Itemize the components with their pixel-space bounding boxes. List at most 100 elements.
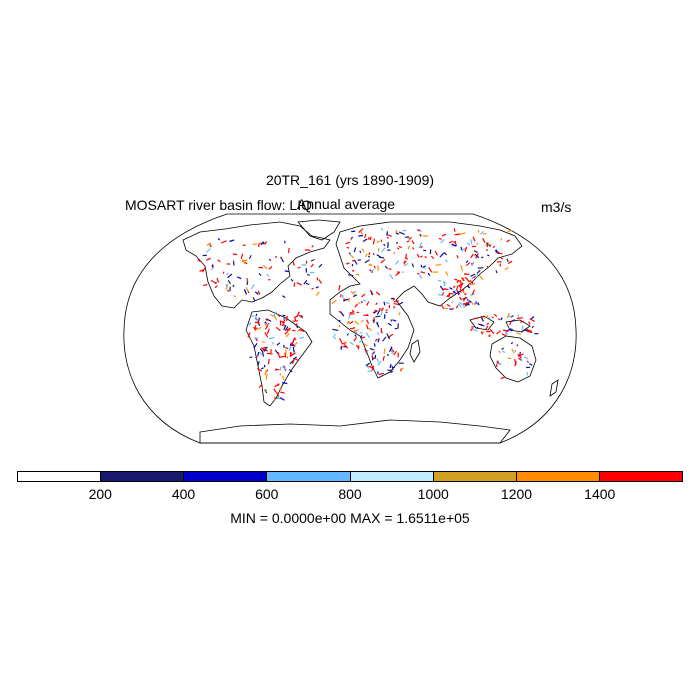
river-segment bbox=[452, 290, 457, 294]
river-segment bbox=[380, 258, 386, 264]
river-segment bbox=[362, 238, 368, 243]
river-segment bbox=[274, 384, 280, 388]
river-segment bbox=[488, 316, 491, 320]
river-segment bbox=[386, 233, 392, 237]
river-segment bbox=[264, 369, 267, 376]
river-segment bbox=[360, 335, 363, 338]
river-segment bbox=[481, 331, 485, 333]
river-segment bbox=[353, 337, 357, 342]
river-segment bbox=[353, 329, 359, 333]
river-segment bbox=[507, 260, 513, 265]
river-segment bbox=[374, 309, 378, 312]
river-segment bbox=[248, 254, 252, 259]
river-segment bbox=[524, 329, 528, 332]
river-segment bbox=[386, 353, 389, 357]
river-segment bbox=[285, 315, 288, 322]
river-segment bbox=[514, 349, 517, 353]
river-segment bbox=[398, 245, 402, 249]
river-segment bbox=[338, 319, 341, 322]
river-segment bbox=[408, 238, 411, 241]
river-segment bbox=[526, 371, 529, 376]
river-segment bbox=[465, 260, 469, 264]
river-segment bbox=[292, 346, 295, 353]
river-segment bbox=[217, 237, 221, 241]
colorbar-tick-label: 400 bbox=[171, 486, 196, 502]
river-segment bbox=[348, 274, 354, 277]
colorbar-box bbox=[267, 472, 351, 481]
river-segment bbox=[471, 261, 475, 267]
river-segment bbox=[271, 342, 275, 345]
river-segment bbox=[264, 323, 268, 327]
river-segment bbox=[232, 284, 235, 288]
river-segment bbox=[401, 271, 405, 274]
river-segment bbox=[306, 273, 310, 277]
river-segment bbox=[456, 290, 460, 295]
river-segment bbox=[462, 296, 467, 302]
river-segment bbox=[529, 363, 533, 366]
river-segment bbox=[460, 277, 465, 282]
river-segment bbox=[388, 346, 393, 353]
river-segment bbox=[262, 264, 268, 270]
river-segment bbox=[226, 272, 229, 276]
river-segment bbox=[289, 359, 295, 365]
river-segment bbox=[380, 239, 383, 242]
river-segment bbox=[459, 232, 466, 235]
river-segment bbox=[315, 286, 319, 289]
river-segment bbox=[471, 302, 474, 305]
river-segment bbox=[338, 310, 341, 313]
river-segment bbox=[439, 252, 445, 258]
river-segment bbox=[353, 247, 357, 253]
plot-title: 20TR_161 (yrs 1890-1909) bbox=[265, 172, 435, 188]
river-segment bbox=[348, 314, 351, 319]
river-segment bbox=[274, 255, 278, 259]
river-segment bbox=[383, 348, 386, 354]
river-segment bbox=[387, 322, 392, 327]
river-segment bbox=[462, 305, 465, 309]
river-segment bbox=[278, 355, 285, 358]
river-segment bbox=[284, 330, 289, 335]
river-segment bbox=[227, 273, 233, 279]
river-segment bbox=[385, 302, 390, 305]
river-segment bbox=[487, 254, 490, 257]
river-segment bbox=[501, 347, 505, 350]
river-segment bbox=[508, 315, 513, 319]
river-segment bbox=[470, 239, 473, 245]
variable-label: MOSART river basin flow: LIQ bbox=[125, 197, 312, 213]
river-segment bbox=[253, 326, 257, 331]
river-segment bbox=[276, 395, 281, 400]
river-segment bbox=[263, 346, 268, 352]
river-segment bbox=[528, 321, 531, 325]
river-segment bbox=[257, 322, 261, 327]
river-segment bbox=[519, 320, 525, 323]
river-segment bbox=[434, 250, 439, 256]
river-segment bbox=[345, 262, 350, 265]
river-segment bbox=[372, 238, 375, 245]
river-segment bbox=[358, 339, 363, 343]
river-segment bbox=[298, 329, 305, 332]
river-segment bbox=[419, 233, 422, 237]
river-segment bbox=[303, 279, 308, 285]
river-segment bbox=[403, 262, 409, 267]
river-segment bbox=[366, 319, 370, 324]
river-segment bbox=[280, 256, 285, 263]
river-segment bbox=[435, 263, 442, 266]
river-segment bbox=[265, 318, 268, 322]
river-segment bbox=[338, 324, 341, 328]
river-segment bbox=[375, 315, 381, 318]
river-segment bbox=[458, 296, 463, 301]
river-segment bbox=[529, 318, 535, 322]
river-segment bbox=[341, 294, 344, 299]
river-segment bbox=[251, 314, 255, 318]
river-segment bbox=[289, 352, 292, 358]
river-segment bbox=[293, 282, 296, 287]
river-segment bbox=[404, 257, 409, 260]
river-segment bbox=[497, 318, 501, 321]
river-segment bbox=[516, 344, 519, 347]
river-segment bbox=[373, 317, 376, 322]
river-segment bbox=[276, 392, 280, 397]
river-segment bbox=[475, 326, 479, 329]
river-segment bbox=[254, 315, 259, 321]
river-segment bbox=[266, 273, 270, 277]
river-segment bbox=[472, 253, 476, 257]
river-segment bbox=[350, 290, 356, 296]
